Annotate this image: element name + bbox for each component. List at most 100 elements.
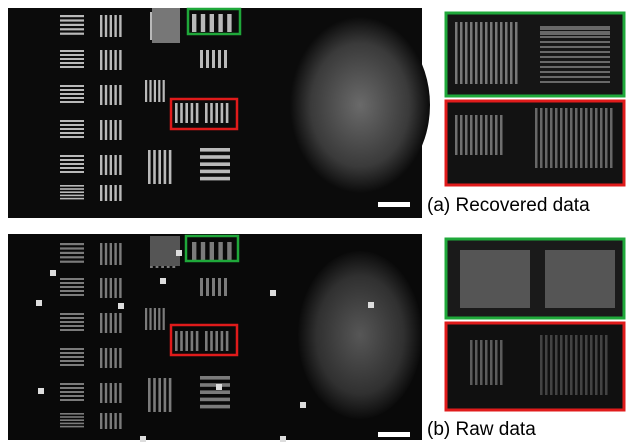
target-bar (119, 85, 121, 105)
target-bar (191, 103, 194, 123)
inset-bar (565, 335, 568, 395)
target-bar (196, 331, 199, 351)
target-bar (200, 376, 230, 380)
target-bar (110, 383, 112, 403)
inset-bar (555, 108, 558, 168)
target-bar (60, 413, 84, 415)
target-bar (60, 290, 84, 292)
target-bar (200, 155, 230, 159)
inset-bar (460, 22, 463, 84)
target-bar (105, 185, 107, 201)
target-bar (205, 103, 208, 123)
target-bar (60, 416, 84, 418)
target-bar (164, 150, 167, 184)
target-bar (100, 383, 102, 403)
inset-bar (605, 335, 608, 395)
blur-spot (298, 251, 422, 419)
target-bar (201, 14, 205, 32)
target-bar (60, 423, 84, 425)
inset-bar (480, 22, 483, 84)
inset-bar (550, 108, 553, 168)
inset-bar (540, 108, 543, 168)
target-bar (60, 419, 84, 421)
inset-bar (500, 340, 503, 385)
inset-block (545, 250, 615, 308)
target-bar (145, 308, 147, 330)
hot-pixel (38, 388, 44, 394)
inset-block (460, 250, 530, 308)
target-bar (200, 50, 203, 68)
target-bar (212, 50, 215, 68)
inset-bar (565, 108, 568, 168)
target-bar (200, 390, 230, 394)
target-bar (60, 128, 84, 130)
inset-bar (540, 81, 610, 83)
target-bar (60, 50, 84, 52)
target-bar (60, 278, 84, 280)
target-bar (200, 398, 230, 402)
target-bar (227, 14, 231, 32)
target-bar (169, 378, 172, 412)
target-bar (60, 33, 84, 35)
target-bar (215, 103, 218, 123)
inset-bar (470, 340, 473, 385)
inset-bar (540, 56, 610, 58)
target-bar (60, 163, 84, 165)
target-bar (105, 313, 107, 333)
inset-bar (540, 26, 610, 28)
target-bar (60, 313, 84, 315)
target-bar (60, 399, 84, 401)
target-bar (110, 120, 112, 140)
target-bar (200, 162, 230, 166)
inset-bar (595, 108, 598, 168)
target-bar (185, 103, 188, 123)
hot-pixel (368, 302, 374, 308)
target-bar (60, 426, 84, 428)
target-bar (110, 15, 112, 37)
target-bar (100, 120, 102, 140)
target-bar (149, 308, 151, 330)
target-bar (226, 331, 229, 351)
inset-bar (580, 108, 583, 168)
inset-bar (550, 335, 553, 395)
target-bar (145, 80, 147, 102)
inset-bar (570, 335, 573, 395)
target-bar (153, 378, 156, 412)
target-bar (119, 50, 121, 70)
inset-bar (475, 340, 478, 385)
target-bar (105, 278, 107, 298)
target-bar (60, 364, 84, 366)
target-bar (148, 378, 151, 412)
inset-bar (580, 335, 583, 395)
hot-pixel (118, 303, 124, 309)
target-square (152, 8, 180, 43)
target-bar (110, 243, 112, 265)
target-bar (60, 195, 84, 197)
target-bar (119, 348, 121, 368)
target-bar (192, 242, 196, 260)
inset-bar (485, 340, 488, 385)
target-bar (60, 120, 84, 122)
target-bar (158, 308, 160, 330)
target-bar (60, 171, 84, 173)
target-bar (110, 413, 112, 429)
inset-bar (495, 22, 498, 84)
target-bar (60, 356, 84, 358)
target-bar (60, 282, 84, 284)
target-bar (114, 278, 116, 298)
inset-bar (540, 76, 610, 78)
target-bar (100, 348, 102, 368)
target-bar (200, 405, 230, 409)
target-bar (163, 308, 165, 330)
target-bar (110, 85, 112, 105)
target-bar (60, 329, 84, 331)
target-bar (60, 191, 84, 193)
target-bar (60, 101, 84, 103)
target-bar (60, 188, 84, 190)
target-bar (119, 185, 121, 201)
inset-bar (540, 36, 610, 38)
target-bar (201, 242, 205, 260)
target-bar (218, 278, 221, 296)
target-bar (200, 148, 230, 152)
target-bar (227, 242, 231, 260)
